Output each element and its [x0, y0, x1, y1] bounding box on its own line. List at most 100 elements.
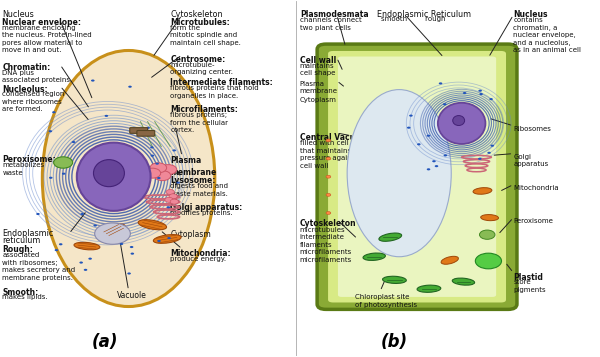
- Ellipse shape: [417, 285, 441, 292]
- Circle shape: [155, 162, 159, 165]
- Text: associated
with ribosomes;
makes secretory and
membrane proteins.: associated with ribosomes; makes secreto…: [2, 252, 76, 281]
- Circle shape: [88, 258, 92, 260]
- Circle shape: [55, 249, 58, 251]
- Circle shape: [79, 261, 83, 263]
- Ellipse shape: [452, 278, 475, 285]
- Text: maintains
cell shape: maintains cell shape: [300, 62, 335, 76]
- Circle shape: [489, 98, 493, 100]
- Circle shape: [490, 145, 494, 147]
- Circle shape: [150, 146, 154, 149]
- Circle shape: [479, 230, 495, 239]
- FancyBboxPatch shape: [338, 56, 496, 297]
- Text: Vacuole: Vacuole: [117, 291, 147, 300]
- Text: condensed region
where ribosomes
are formed.: condensed region where ribosomes are for…: [2, 91, 65, 112]
- Ellipse shape: [138, 220, 167, 230]
- Circle shape: [427, 135, 430, 137]
- Circle shape: [151, 155, 154, 157]
- Text: Golgi
apparatus: Golgi apparatus: [514, 154, 548, 167]
- Ellipse shape: [43, 50, 215, 307]
- FancyBboxPatch shape: [327, 50, 507, 303]
- Circle shape: [409, 115, 413, 117]
- Circle shape: [49, 177, 53, 179]
- Circle shape: [146, 127, 150, 129]
- Circle shape: [154, 171, 171, 181]
- Circle shape: [49, 130, 52, 132]
- Text: DNA plus
associated proteins.: DNA plus associated proteins.: [2, 70, 73, 83]
- Circle shape: [144, 168, 161, 178]
- Circle shape: [487, 152, 491, 154]
- Circle shape: [170, 199, 179, 204]
- Circle shape: [130, 246, 133, 248]
- Text: store
pigments: store pigments: [514, 280, 546, 293]
- Circle shape: [94, 225, 97, 227]
- Circle shape: [36, 213, 40, 215]
- Text: Cytoskeleton: Cytoskeleton: [170, 10, 223, 19]
- Circle shape: [407, 127, 410, 129]
- Circle shape: [62, 173, 65, 175]
- Ellipse shape: [347, 90, 451, 257]
- Circle shape: [128, 86, 132, 88]
- Ellipse shape: [94, 160, 124, 187]
- Ellipse shape: [453, 116, 464, 126]
- Circle shape: [59, 243, 62, 245]
- Circle shape: [169, 194, 178, 199]
- Text: Nucleus: Nucleus: [2, 10, 34, 19]
- Circle shape: [131, 252, 134, 255]
- Circle shape: [435, 165, 438, 167]
- Ellipse shape: [473, 188, 492, 194]
- Text: reticulum: reticulum: [2, 236, 41, 245]
- Circle shape: [443, 154, 447, 156]
- Text: Peroxisome: Peroxisome: [514, 218, 553, 223]
- Text: membrane enclosing
the nucleus. Protein-lined
pores allow material to
move in an: membrane enclosing the nucleus. Protein-…: [2, 25, 92, 54]
- Text: Endoplasmic Reticulum: Endoplasmic Reticulum: [377, 10, 471, 19]
- Ellipse shape: [438, 103, 485, 144]
- Circle shape: [157, 177, 161, 179]
- Text: (a): (a): [92, 333, 118, 351]
- Circle shape: [432, 160, 436, 162]
- Text: Ribosomes: Ribosomes: [514, 126, 551, 132]
- Circle shape: [165, 197, 173, 202]
- Ellipse shape: [379, 233, 401, 241]
- Text: Golgi apparatus:: Golgi apparatus:: [170, 203, 242, 212]
- Text: Central Vacuole: Central Vacuole: [300, 133, 368, 142]
- Text: Cytoskeleton: Cytoskeleton: [300, 220, 356, 228]
- Circle shape: [417, 143, 421, 145]
- Circle shape: [326, 139, 331, 142]
- Text: metabolizes
waste: metabolizes waste: [2, 162, 44, 176]
- Circle shape: [478, 158, 482, 160]
- FancyBboxPatch shape: [130, 128, 148, 133]
- Ellipse shape: [77, 142, 151, 211]
- Ellipse shape: [383, 276, 406, 283]
- Text: Microtubules:: Microtubules:: [170, 18, 230, 27]
- Circle shape: [160, 165, 177, 175]
- Text: Cell wall: Cell wall: [300, 56, 336, 65]
- Text: Plastid: Plastid: [514, 273, 543, 282]
- Text: Plasma
membrane: Plasma membrane: [300, 81, 338, 94]
- Circle shape: [326, 212, 331, 215]
- Circle shape: [127, 272, 131, 275]
- Circle shape: [443, 103, 446, 105]
- Text: Microfilaments:: Microfilaments:: [170, 105, 238, 114]
- Text: Rough:: Rough:: [2, 245, 34, 254]
- Text: Nucleus: Nucleus: [514, 10, 548, 19]
- Circle shape: [84, 269, 88, 271]
- Text: contains
chromatin, a
nuclear envelope,
and a nucleolus,
as in an animal cell: contains chromatin, a nuclear envelope, …: [514, 17, 581, 54]
- Circle shape: [427, 168, 430, 170]
- Text: fibrous proteins;
form the cellular
cortex.: fibrous proteins; form the cellular cort…: [170, 112, 228, 133]
- Text: microtubule-
organizing center.: microtubule- organizing center.: [170, 61, 233, 75]
- Text: Cytoplasm: Cytoplasm: [300, 97, 337, 103]
- Text: digests food and
waste materials.: digests food and waste materials.: [170, 183, 228, 197]
- Circle shape: [104, 115, 108, 117]
- Circle shape: [478, 90, 482, 92]
- Circle shape: [479, 93, 483, 95]
- Text: Mitochondria:: Mitochondria:: [170, 249, 231, 258]
- Circle shape: [95, 223, 130, 244]
- Circle shape: [167, 237, 171, 239]
- Circle shape: [176, 182, 180, 184]
- Circle shape: [167, 206, 170, 208]
- Text: filled with cell sap
that maintains
pressure against
cell wall: filled with cell sap that maintains pres…: [300, 140, 363, 169]
- Text: Chloroplast site
of photosynthesis: Chloroplast site of photosynthesis: [355, 294, 417, 308]
- Circle shape: [166, 190, 175, 195]
- Circle shape: [80, 213, 84, 215]
- Circle shape: [439, 82, 442, 85]
